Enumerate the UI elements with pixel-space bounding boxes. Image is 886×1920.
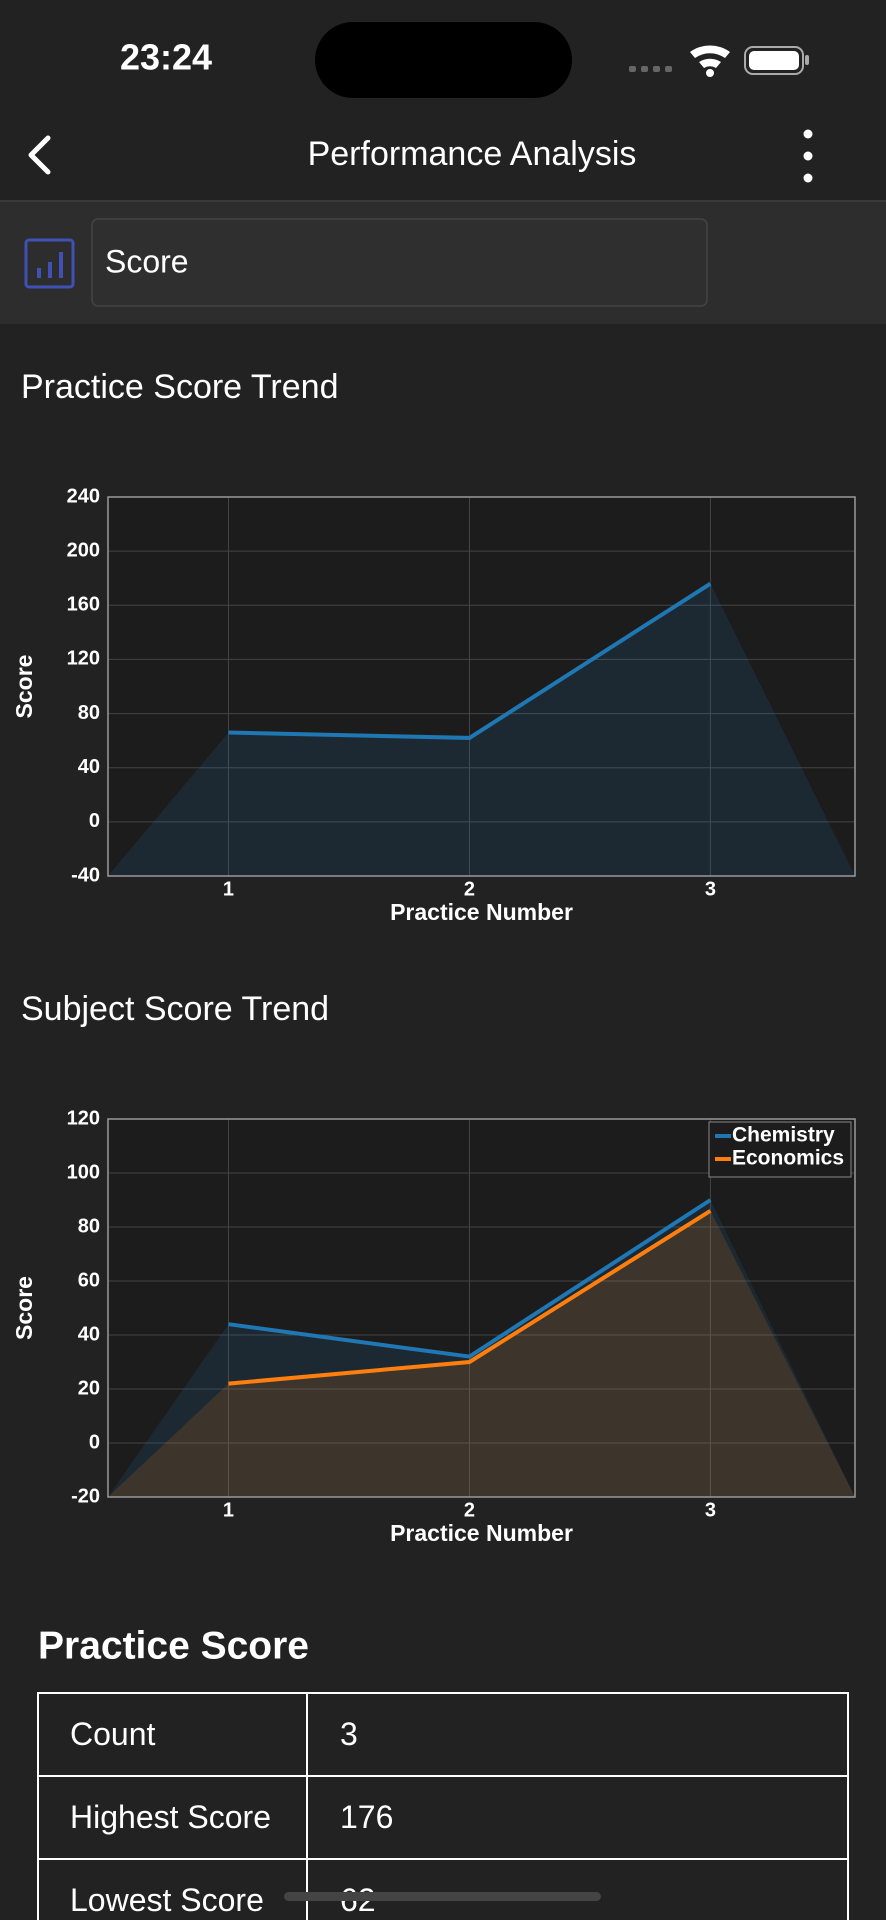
chart-icon — [24, 238, 75, 289]
menu-button[interactable] — [803, 129, 813, 183]
back-button[interactable] — [28, 135, 51, 175]
y-tick-label: 160 — [67, 594, 100, 616]
y-tick-label: 20 — [78, 1377, 100, 1399]
battery-icon — [744, 46, 809, 75]
page-title: Performance Analysis — [308, 135, 637, 173]
x-tick-label: 2 — [464, 1499, 475, 1521]
y-tick-label: 40 — [78, 756, 100, 778]
plot-area — [108, 497, 855, 876]
x-tick-label: 3 — [705, 1499, 716, 1521]
y-tick-label: 40 — [78, 1323, 100, 1345]
table-cell: Count — [70, 1716, 156, 1752]
legend-label: Economics — [732, 1147, 844, 1170]
home-indicator — [284, 1892, 601, 1901]
area-fill — [108, 1210, 855, 1497]
chart-title: Subject Score Trend — [21, 990, 329, 1028]
x-axis-label: Practice Number — [390, 1520, 573, 1546]
line — [228, 581, 712, 740]
x-tick-label: 1 — [223, 1499, 234, 1521]
chart-title: Practice Score Trend — [21, 368, 338, 406]
y-tick-label: -40 — [71, 864, 100, 886]
area-fill — [108, 583, 855, 876]
y-axis-label: Score — [11, 1276, 37, 1340]
y-tick-label: 0 — [89, 810, 100, 832]
dropdown-value: Score — [105, 243, 189, 279]
y-tick-label: 120 — [67, 1107, 100, 1129]
x-axis-label: Practice Number — [390, 899, 573, 925]
y-tick-label: -20 — [71, 1485, 100, 1507]
wifi-icon — [690, 45, 730, 77]
area-fill — [108, 1200, 855, 1497]
table-cell: 176 — [340, 1799, 393, 1835]
line — [228, 1209, 712, 1386]
y-tick-label: 200 — [67, 539, 100, 561]
table-cell: 3 — [340, 1716, 358, 1752]
y-tick-label: 0 — [89, 1431, 100, 1453]
plot-area — [108, 1119, 855, 1497]
x-tick-label: 3 — [705, 878, 716, 900]
y-tick-label: 120 — [67, 648, 100, 670]
y-tick-label: 240 — [67, 485, 100, 507]
legend — [708, 1121, 852, 1178]
plot-border — [107, 496, 856, 877]
y-tick-label: 80 — [78, 702, 100, 724]
x-tick-label: 1 — [223, 878, 234, 900]
status-time: 23:24 — [120, 37, 212, 78]
y-tick-label: 100 — [67, 1161, 100, 1183]
table-cell: Lowest Score — [70, 1882, 264, 1918]
y-tick-label: 80 — [78, 1215, 100, 1237]
line — [228, 1198, 712, 1359]
y-axis-label: Score — [11, 655, 37, 719]
table-title: Practice Score — [38, 1624, 309, 1667]
table-cell: Highest Score — [70, 1799, 271, 1835]
dynamic-island — [315, 22, 572, 98]
y-tick-label: 60 — [78, 1269, 100, 1291]
legend-label: Chemistry — [732, 1124, 835, 1147]
plot-border — [107, 1118, 856, 1498]
signal-icon — [629, 66, 672, 72]
x-tick-label: 2 — [464, 878, 475, 900]
score-dropdown[interactable] — [91, 218, 708, 307]
table-row — [37, 1858, 849, 1920]
